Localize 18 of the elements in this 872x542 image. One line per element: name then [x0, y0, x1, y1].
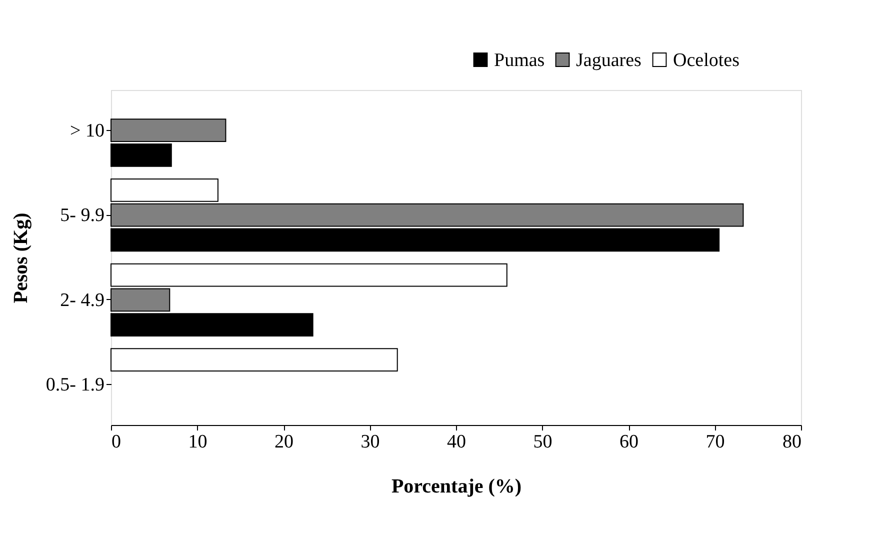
x-tick-label: 10: [188, 432, 208, 452]
y-tick-label: 5- 9.9: [60, 205, 104, 226]
x-axis-title: Porcentaje (%): [391, 476, 522, 498]
x-tick-label: 30: [360, 432, 380, 452]
x-tick-label: 0: [112, 432, 121, 452]
legend-label: Pumas: [494, 50, 545, 71]
x-tick-label: 70: [706, 432, 725, 452]
y-tick-label: 0.5- 1.9: [46, 374, 104, 396]
x-tick-label: 40: [447, 432, 466, 452]
legend-label: Jaguares: [576, 50, 642, 71]
y-tick-label: > 10: [70, 120, 104, 142]
legend-label: Ocelotes: [673, 50, 740, 71]
x-tick-label: 20: [274, 432, 294, 452]
x-tick-label: 60: [620, 432, 638, 452]
x-tick-label: 50: [533, 432, 552, 452]
y-axis-title: Pesos (Kg): [10, 212, 32, 304]
x-tick-label: 80: [782, 432, 802, 452]
y-tick-label: 2- 4.9: [60, 290, 104, 311]
